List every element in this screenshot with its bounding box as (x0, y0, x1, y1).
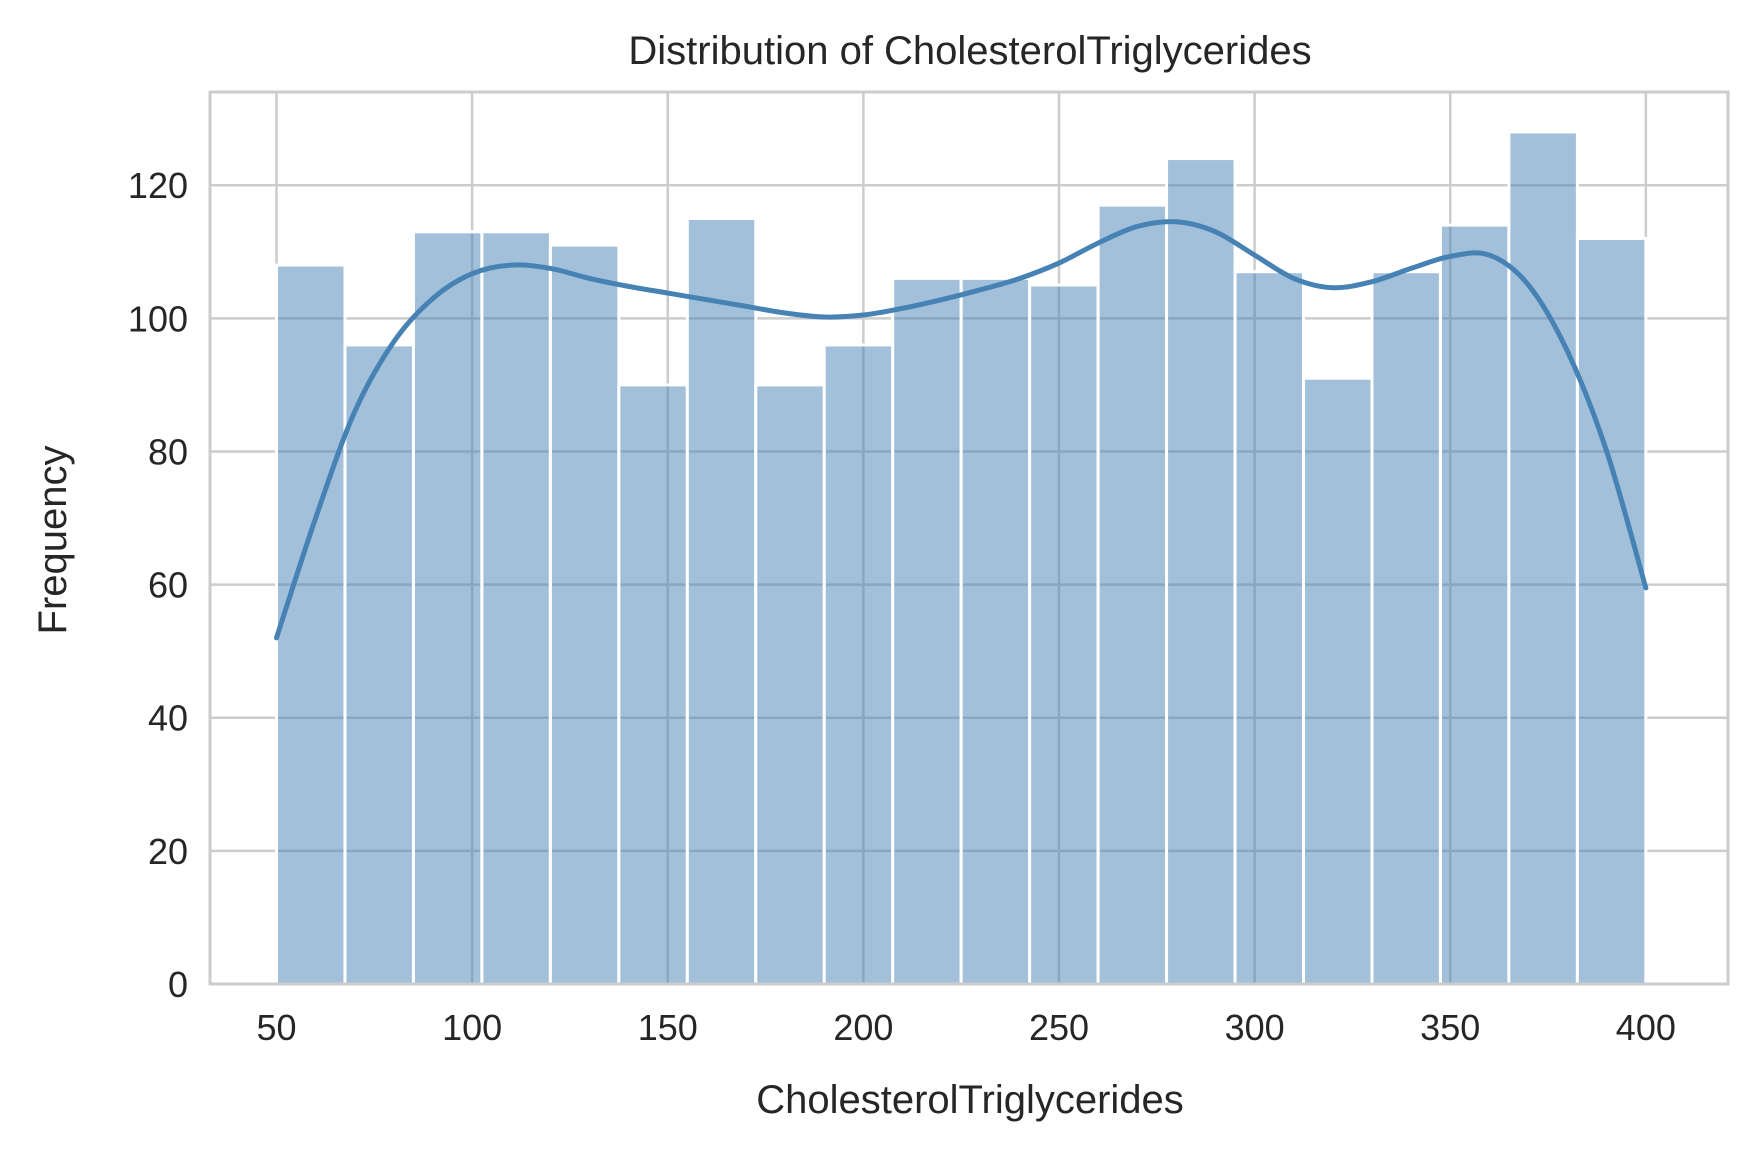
y-tick-label: 60 (148, 565, 188, 606)
x-tick-label: 350 (1420, 1007, 1480, 1048)
y-tick-label: 20 (148, 831, 188, 872)
histogram-bar (754, 383, 826, 986)
x-tick-label: 50 (256, 1007, 296, 1048)
y-tick-label: 0 (168, 964, 188, 1005)
axes-spines (208, 90, 1730, 986)
histogram-bar (480, 230, 552, 986)
histogram-bar (343, 343, 415, 986)
histogram-bar (617, 383, 689, 986)
kde-curve (274, 219, 1649, 641)
histogram-bar (548, 243, 621, 986)
x-tick-label: 400 (1616, 1007, 1676, 1048)
histogram-bar (1233, 270, 1306, 986)
histogram-bar (1575, 236, 1648, 986)
tick-labels: 50 100 150 200 250 300 350 400 0 20 40 60 80 100 120 (128, 165, 1676, 1048)
y-tick-label: 80 (148, 431, 188, 472)
y-tick-label: 100 (128, 298, 188, 339)
histogram-bar (959, 276, 1032, 986)
x-tick-label: 200 (833, 1007, 893, 1048)
histogram-bars (275, 130, 1648, 986)
x-tick-label: 150 (638, 1007, 698, 1048)
chart-title: Distribution of CholesterolTriglycerides (628, 29, 1311, 73)
histogram-bar (1507, 130, 1579, 986)
histogram-bar (1165, 157, 1237, 986)
histogram-bar (275, 263, 347, 986)
histogram-bar (411, 230, 484, 986)
kde-curve-group (274, 219, 1649, 641)
histogram-bar (822, 343, 895, 986)
x-tick-label: 300 (1225, 1007, 1285, 1048)
x-axis-title: CholesterolTriglycerides (756, 1078, 1184, 1122)
histogram-bar (685, 216, 758, 986)
y-tick-label: 120 (128, 165, 188, 206)
axes-frame (208, 90, 1730, 986)
y-axis-title: Frequency (31, 446, 75, 635)
histogram-bar (891, 276, 963, 986)
histogram-bar (1438, 223, 1511, 986)
histogram-bar (1096, 203, 1169, 986)
histogram-bar (1370, 270, 1442, 986)
x-tick-label: 250 (1029, 1007, 1089, 1048)
y-tick-label: 40 (148, 698, 188, 739)
histogram-bar (1302, 376, 1374, 986)
x-tick-label: 100 (442, 1007, 502, 1048)
histogram-bar (1028, 283, 1100, 986)
